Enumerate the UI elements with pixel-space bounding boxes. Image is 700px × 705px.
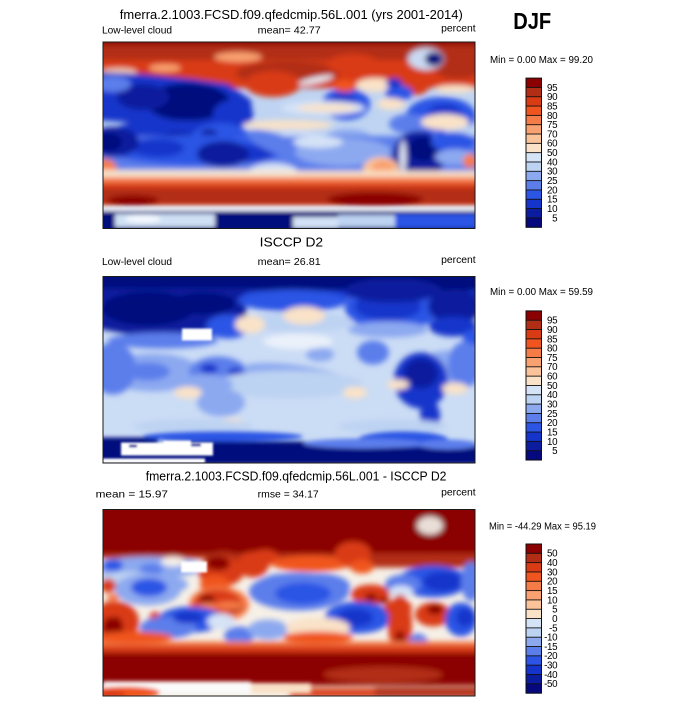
svg-text:80: 80 [547, 344, 558, 355]
svg-text:percent: percent [441, 23, 476, 34]
svg-text:-30: -30 [544, 661, 558, 672]
svg-text:Low-level cloud: Low-level cloud [102, 257, 172, 268]
svg-text:40: 40 [547, 558, 558, 569]
svg-text:75: 75 [547, 120, 558, 131]
svg-text:85: 85 [547, 101, 558, 112]
svg-text:70: 70 [547, 362, 558, 373]
svg-text:mean = 15.97: mean = 15.97 [96, 490, 169, 501]
svg-text:DJF: DJF [513, 8, 551, 34]
svg-text:50: 50 [547, 148, 558, 159]
svg-text:70: 70 [547, 129, 558, 140]
svg-text:15: 15 [547, 427, 558, 438]
svg-text:5: 5 [552, 605, 558, 616]
svg-text:85: 85 [547, 334, 558, 345]
svg-text:20: 20 [547, 418, 558, 429]
svg-text:rmse = 34.17: rmse = 34.17 [258, 490, 319, 501]
svg-text:Min = -44.29 Max = 95.19: Min = -44.29 Max = 95.19 [489, 522, 596, 533]
svg-text:60: 60 [547, 139, 558, 150]
svg-text:10: 10 [547, 204, 558, 215]
svg-text:20: 20 [547, 185, 558, 196]
svg-text:15: 15 [547, 586, 558, 597]
svg-text:-15: -15 [544, 642, 558, 653]
svg-text:ISCCP D2: ISCCP D2 [260, 235, 323, 250]
svg-text:15: 15 [547, 195, 558, 206]
svg-text:30: 30 [547, 400, 558, 411]
svg-text:fmerra.2.1003.FCSD.f09.qfedcmi: fmerra.2.1003.FCSD.f09.qfedcmip.56L.001 … [146, 469, 447, 484]
svg-text:90: 90 [547, 325, 558, 336]
svg-text:percent: percent [441, 487, 476, 498]
svg-text:80: 80 [547, 111, 558, 122]
svg-text:30: 30 [547, 567, 558, 578]
svg-text:-10: -10 [544, 633, 558, 644]
svg-text:20: 20 [547, 577, 558, 588]
svg-text:50: 50 [547, 549, 558, 560]
svg-text:Low-level cloud: Low-level cloud [102, 26, 172, 37]
svg-text:-20: -20 [544, 651, 558, 662]
svg-text:Min = 0.00 Max = 59.59: Min = 0.00 Max = 59.59 [490, 287, 593, 298]
svg-text:60: 60 [547, 372, 558, 383]
svg-text:-40: -40 [544, 670, 558, 681]
svg-text:75: 75 [547, 353, 558, 364]
svg-text:mean= 26.81: mean= 26.81 [258, 257, 321, 268]
svg-text:-50: -50 [544, 679, 558, 690]
svg-text:40: 40 [547, 390, 558, 401]
svg-text:10: 10 [547, 437, 558, 448]
svg-text:25: 25 [547, 176, 558, 187]
svg-text:10: 10 [547, 595, 558, 606]
svg-text:50: 50 [547, 381, 558, 392]
svg-text:5: 5 [552, 446, 558, 457]
svg-text:30: 30 [547, 167, 558, 178]
svg-text:percent: percent [441, 255, 476, 266]
svg-text:25: 25 [547, 409, 558, 420]
svg-text:0: 0 [552, 614, 558, 625]
svg-text:Min = 0.00 Max = 99.20: Min = 0.00 Max = 99.20 [490, 55, 594, 66]
svg-text:mean= 42.77: mean= 42.77 [258, 26, 321, 37]
svg-text:40: 40 [547, 157, 558, 168]
svg-text:5: 5 [552, 213, 558, 224]
svg-text:fmerra.2.1003.FCSD.f09.qfedcmi: fmerra.2.1003.FCSD.f09.qfedcmip.56L.001 … [120, 7, 463, 22]
svg-text:-5: -5 [549, 623, 558, 634]
svg-text:95: 95 [547, 316, 558, 327]
svg-text:95: 95 [547, 83, 558, 94]
svg-text:90: 90 [547, 92, 558, 103]
